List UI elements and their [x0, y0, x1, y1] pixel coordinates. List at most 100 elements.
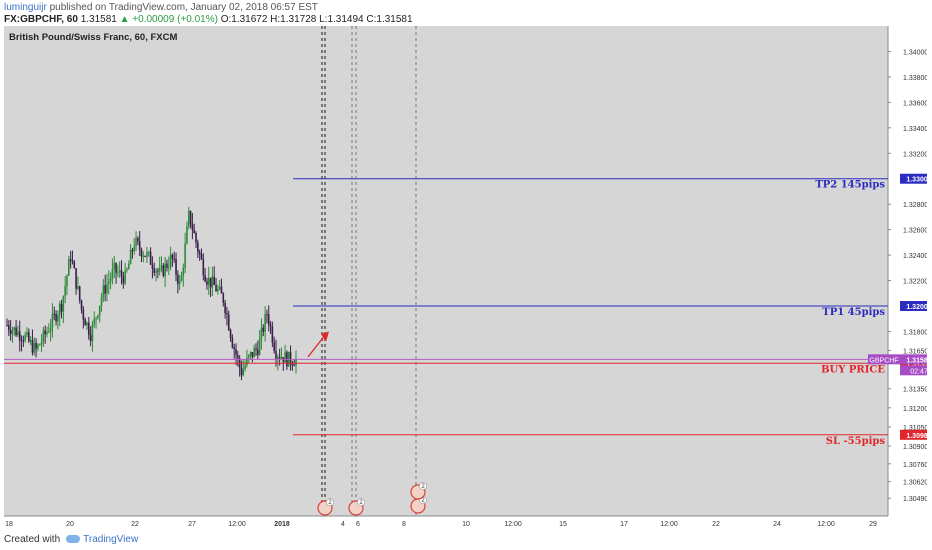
- candle-body: [142, 255, 145, 257]
- x-tick-label: 15: [559, 521, 567, 528]
- candle-body: [8, 325, 10, 331]
- candle-body: [206, 281, 208, 285]
- candle-body: [178, 280, 181, 285]
- x-tick-label: 22: [712, 521, 720, 528]
- current-price-tag: [900, 354, 927, 365]
- candle-body: [247, 355, 250, 358]
- candle-body: [262, 327, 265, 332]
- candle-body: [120, 270, 123, 277]
- candle-body: [115, 263, 117, 273]
- candle-body: [200, 254, 203, 259]
- level-price-text-tp: 1.33000: [906, 177, 927, 184]
- candle-body: [255, 348, 257, 350]
- y-tick-label: 1.32800: [903, 202, 927, 209]
- candle-body: [46, 331, 48, 335]
- candle-body: [117, 272, 119, 274]
- candle-body: [6, 325, 8, 327]
- candle-body: [86, 322, 88, 326]
- candle-body: [107, 281, 110, 285]
- candle-body: [146, 252, 148, 257]
- published-text: published on TradingView.com, January 02…: [49, 2, 318, 13]
- candle-body: [98, 305, 101, 316]
- y-tick-label: 1.31800: [903, 329, 927, 336]
- candle-body: [95, 317, 97, 319]
- plot-background: [4, 26, 888, 516]
- x-tick-label: 24: [773, 521, 781, 528]
- candle-body: [49, 327, 52, 332]
- event-count-text: 2: [421, 498, 425, 504]
- level-price-text-sl: 1.30988: [906, 433, 927, 440]
- candle-body: [73, 261, 76, 269]
- candle-body: [229, 330, 232, 339]
- y-tick-label: 1.33800: [903, 75, 927, 82]
- x-tick-label: 2018: [274, 521, 290, 528]
- candle-body: [9, 330, 12, 334]
- candle-body: [207, 277, 210, 285]
- candle-body: [266, 314, 268, 316]
- candle-body: [87, 322, 90, 335]
- candle-body: [162, 265, 165, 277]
- candle-body: [289, 351, 292, 364]
- event-count-text: 2: [328, 500, 332, 506]
- candle-body: [215, 284, 217, 292]
- candle-body: [291, 363, 294, 366]
- level-label-tp: TP2 145pips: [815, 180, 885, 191]
- candle-body: [284, 352, 286, 363]
- y-tick-label: 1.31350: [903, 387, 927, 394]
- candle-body: [249, 352, 252, 356]
- y-tick-label: 1.31050: [903, 425, 927, 432]
- y-tick-label: 1.30760: [903, 462, 927, 469]
- candle-body: [28, 332, 30, 342]
- candle-body: [78, 286, 81, 301]
- event-count-text: 2: [421, 484, 425, 490]
- candle-body: [169, 254, 172, 268]
- candle-body: [171, 254, 174, 259]
- candle-body: [17, 331, 19, 336]
- candle-body: [193, 229, 196, 234]
- candle-body: [233, 347, 236, 350]
- candle-body: [198, 252, 201, 255]
- candle-body: [26, 332, 28, 335]
- candle-body: [237, 354, 239, 359]
- x-tick-label: 12:00: [228, 521, 246, 528]
- candle-body: [15, 327, 17, 336]
- candle-body: [127, 264, 130, 270]
- created-with-text: Created with: [4, 534, 61, 545]
- candle-body: [273, 342, 275, 351]
- x-tick-label: 12:00: [817, 521, 835, 528]
- candle-body: [109, 278, 112, 282]
- y-tick-label: 1.30490: [903, 496, 927, 503]
- x-tick-label: 10: [462, 521, 470, 528]
- candle-body: [135, 238, 137, 247]
- candle-body: [166, 263, 168, 268]
- candle-body: [224, 302, 226, 314]
- x-tick-label: 8: [402, 521, 406, 528]
- candle-body: [55, 313, 57, 322]
- x-tick-label: 18: [5, 521, 13, 528]
- candle-body: [97, 315, 99, 318]
- candle-body: [235, 349, 237, 355]
- candle-body: [275, 350, 277, 360]
- candle-body: [220, 286, 223, 294]
- candle-body: [33, 342, 36, 353]
- chart-area[interactable]: British Pound/Swiss Franc, 60, FXCM 1.340…: [4, 26, 927, 530]
- event-count-badge: [326, 498, 334, 506]
- candle-body: [278, 357, 281, 359]
- candle-body: [131, 249, 134, 252]
- tradingview-brand-link[interactable]: TradingView: [83, 534, 139, 545]
- y-tick-label: 1.33200: [903, 151, 927, 158]
- chart-svg[interactable]: British Pound/Swiss Franc, 60, FXCM 1.340…: [4, 26, 927, 530]
- candle-body: [144, 255, 146, 257]
- y-tick-label: 1.33600: [903, 100, 927, 107]
- candle-body: [62, 296, 65, 312]
- candle-body: [240, 367, 243, 376]
- candle-body: [209, 277, 212, 288]
- candle-body: [158, 267, 161, 271]
- candle-body: [11, 330, 14, 334]
- candle-body: [44, 330, 46, 335]
- username-link[interactable]: luminguijr: [4, 2, 47, 13]
- candle-body: [271, 326, 274, 343]
- candle-body: [264, 314, 266, 332]
- y-tick-label: 1.32200: [903, 279, 927, 286]
- candle-body: [69, 258, 72, 261]
